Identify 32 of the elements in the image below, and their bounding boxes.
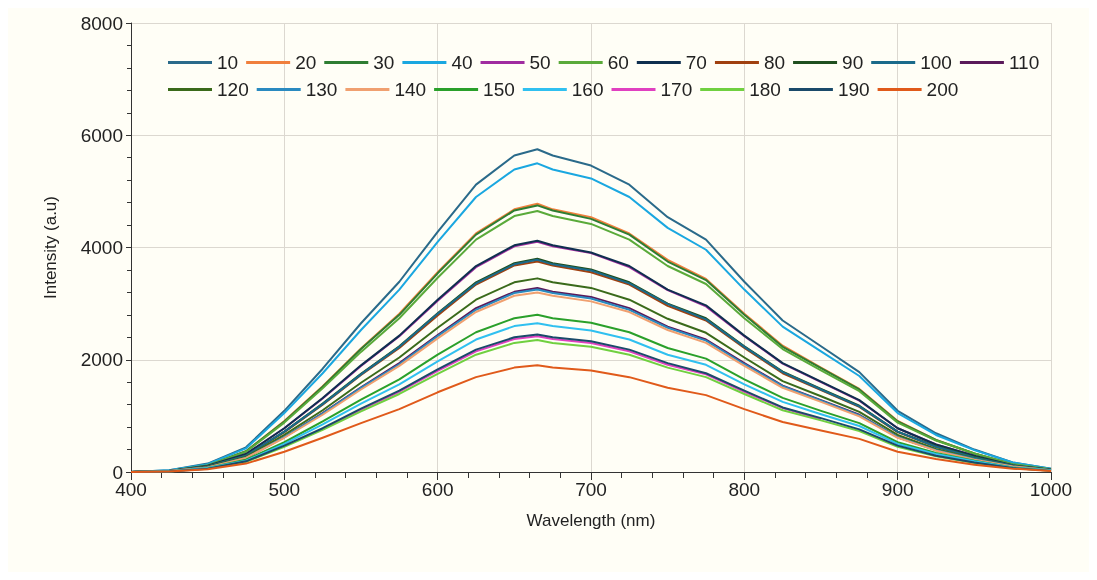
legend-label: 150 [483,79,515,100]
legend-label: 90 [842,52,864,73]
y-tick-label: 8000 [80,12,123,34]
legend-label: 50 [529,52,551,73]
legend-label: 70 [685,52,707,73]
legend-label: 170 [660,79,693,100]
legend-label: 100 [920,52,952,73]
legend-label: 80 [763,52,786,73]
legend-label: 180 [749,79,781,100]
legend-label: 60 [607,52,629,73]
legend-label: 110 [1008,52,1040,73]
legend-label: 30 [373,52,395,73]
legend-label: 140 [394,79,427,100]
x-tick-label: 900 [881,479,914,500]
legend-label: 130 [305,79,338,100]
legend-label: 20 [295,52,317,73]
x-axis-title: Wavelength (nm) [526,511,656,530]
legend-label: 120 [217,79,249,100]
x-tick-label: 700 [575,479,607,500]
y-axis-title: Intensity (a.u) [41,196,60,299]
x-tick-label: 500 [268,479,301,500]
y-tick-label: 4000 [80,237,123,258]
legend-label: 10 [217,52,239,73]
legend-label: 190 [837,79,870,100]
x-tick-label: 1000 [1029,479,1073,500]
y-tick-label: 2000 [80,349,123,371]
legend-label: 160 [571,79,604,100]
legend-label: 200 [926,79,959,100]
x-tick-label: 600 [421,479,454,500]
legend-label: 40 [451,52,473,73]
x-tick-label: 800 [728,479,761,500]
y-tick-label: 6000 [80,124,123,146]
